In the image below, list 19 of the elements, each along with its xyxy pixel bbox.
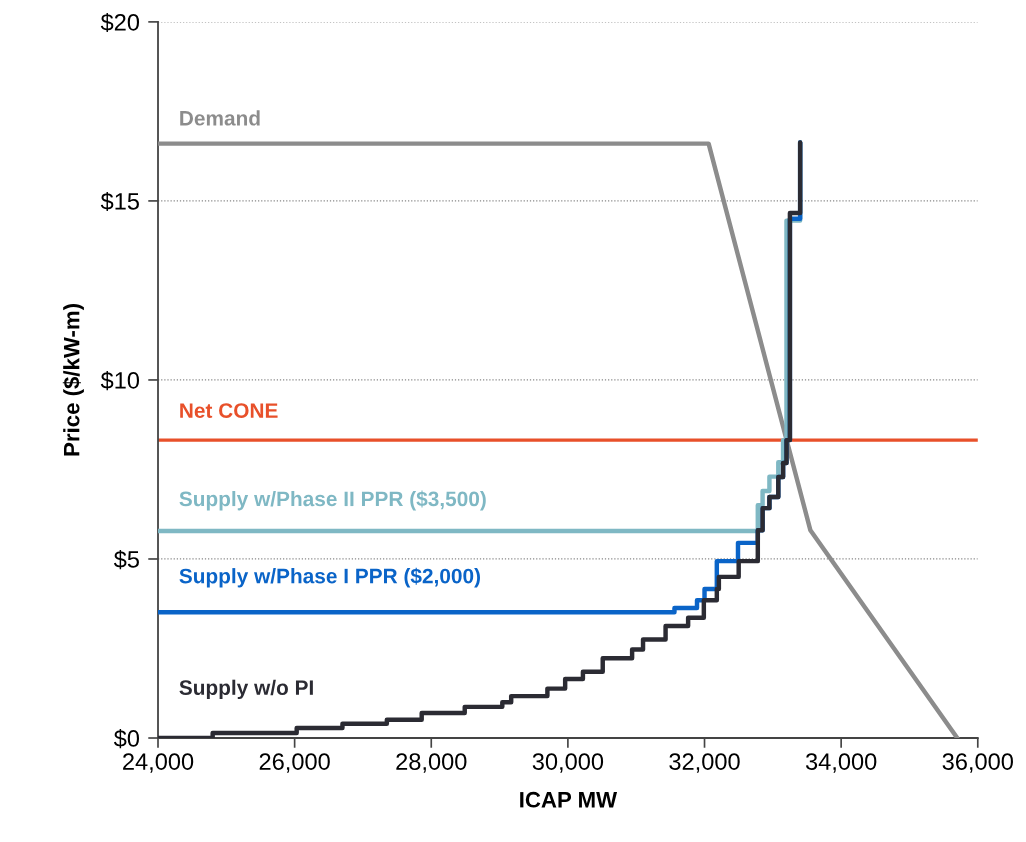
ref-line-label: Net CONE (180, 403, 278, 418)
y-tick-label: $20 (100, 12, 140, 33)
x-tick-label: 34,000 (805, 753, 877, 773)
x-tick-label: 36,000 (942, 753, 1013, 773)
x-tick-label: 24,000 (123, 753, 194, 773)
series-label: Supply w/o PI (179, 679, 313, 700)
series-label: Demand (180, 110, 260, 126)
x-tick-label: 32,000 (669, 753, 740, 773)
x-tick-label: 26,000 (259, 753, 330, 773)
y-tick-label: $10 (100, 371, 140, 391)
x-tick-label: 30,000 (532, 753, 604, 773)
y-tick-label: $0 (113, 729, 140, 749)
series-label: Supply w/Phase I PPR ($2,000) (179, 567, 480, 588)
series-label: Supply w/Phase II PPR ($3,500) (179, 490, 486, 511)
y-tick-label: $15 (100, 192, 139, 212)
x-tick-label: 28,000 (396, 753, 467, 773)
x-axis-title: ICAP MW (520, 791, 618, 808)
y-tick-label: $5 (113, 550, 139, 570)
y-axis-title: Price ($/kW-m) (62, 304, 84, 456)
